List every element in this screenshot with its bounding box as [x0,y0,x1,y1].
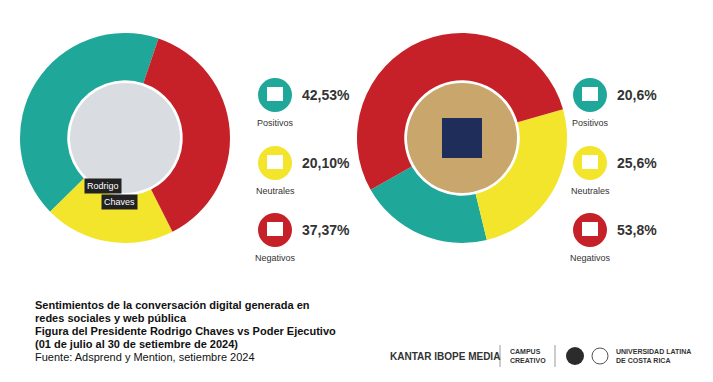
svg-text:Negativos: Negativos [255,253,296,263]
svg-text:Positivos: Positivos [257,118,294,128]
svg-text:redes sociales y web pública: redes sociales y web pública [35,312,187,324]
svg-text:Positivos: Positivos [572,118,609,128]
svg-text:(01 de julio al 30 de setiembr: (01 de julio al 30 de setiembre de 2024) [35,338,238,350]
svg-text:25,6%: 25,6% [617,155,657,171]
svg-text:Negativos: Negativos [570,253,611,263]
svg-text:UNIVERSIDAD LATINADE COSTA RIC: UNIVERSIDAD LATINADE COSTA RICA [616,348,691,364]
svg-text:Neutrales: Neutrales [256,186,295,196]
svg-text:42,53%: 42,53% [302,87,350,103]
svg-text:Neutrales: Neutrales [571,186,610,196]
svg-text:Figura del Presidente Rodrigo: Figura del Presidente Rodrigo Chaves vs … [35,325,336,337]
svg-text:20,6%: 20,6% [617,87,657,103]
svg-text:Chaves: Chaves [104,197,135,207]
svg-text:37,37%: 37,37% [302,222,350,238]
svg-text:20,10%: 20,10% [302,155,350,171]
svg-text:CAMPUSCREATIVO: CAMPUSCREATIVO [510,348,546,364]
svg-text:Sentimientos de la conversació: Sentimientos de la conversación digital … [35,299,310,311]
svg-text:KANTAR IBOPE MEDIA: KANTAR IBOPE MEDIA [390,351,500,362]
svg-text:53,8%: 53,8% [617,222,657,238]
svg-text:Rodrigo: Rodrigo [87,181,119,191]
svg-text:Fuente: Adsprend y Mention, se: Fuente: Adsprend y Mention, setiembre 20… [35,351,255,363]
